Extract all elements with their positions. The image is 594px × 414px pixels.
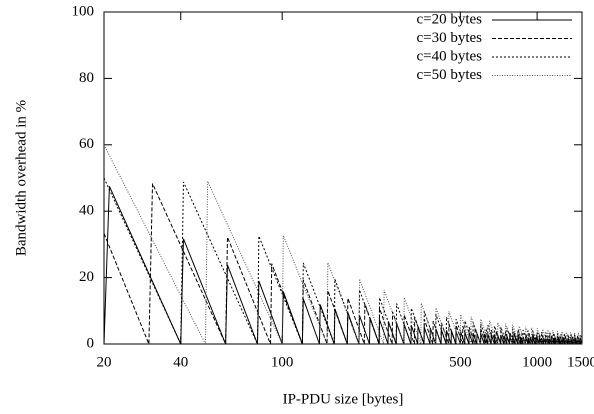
y-tick-label: 80 [79,70,94,86]
x-tick-label: 20 [97,354,112,370]
y-tick-label: 40 [79,203,94,219]
y-axis-label: Bandwidth overhead in % [13,100,29,256]
y-tick-label: 20 [79,269,94,285]
series-line [103,186,583,345]
y-tick-label: 100 [72,3,95,19]
legend-label: c=50 bytes [416,67,482,83]
x-tick-label: 40 [173,354,188,370]
legend-label: c=30 bytes [416,30,482,46]
series-line [103,144,583,345]
plot-border [103,11,583,345]
y-tick-label: 60 [79,136,94,152]
series-line [103,183,583,345]
x-axis-label: IP-PDU size [bytes] [283,391,404,407]
legend-label: c=20 bytes [416,11,482,27]
legend-label: c=40 bytes [416,48,482,64]
x-tick-label: 500 [449,354,472,370]
x-tick-label: 1500 [567,354,594,370]
x-tick-label: 100 [271,354,294,370]
y-tick-label: 0 [87,335,95,351]
series-line [103,177,583,345]
x-tick-label: 1000 [522,354,552,370]
